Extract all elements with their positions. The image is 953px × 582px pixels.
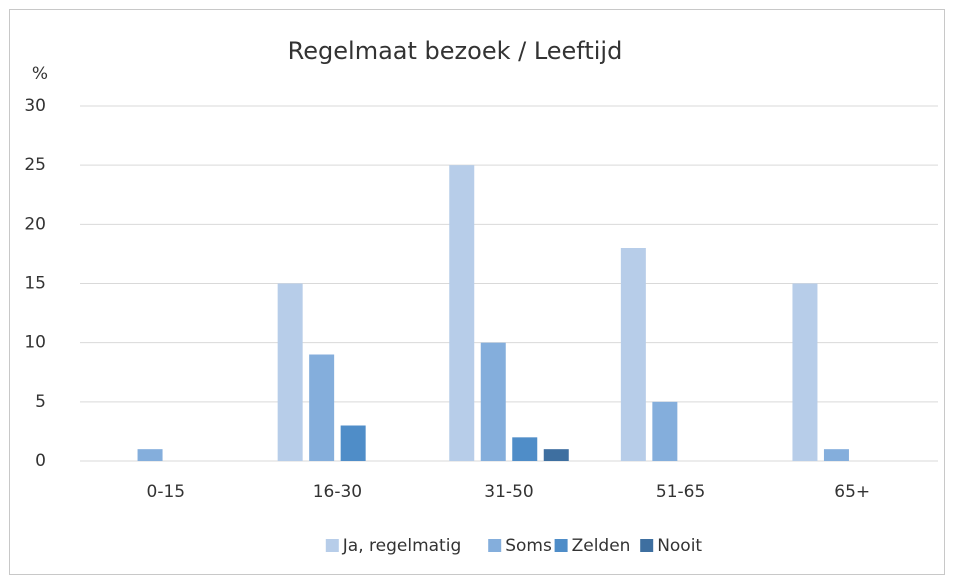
bar [823,449,849,461]
legend-label: Ja, regelmatig [342,536,461,556]
bar [480,342,506,461]
y-axis-label: % [32,64,48,84]
bar [137,449,163,461]
bar [543,449,569,461]
y-tick-label: 10 [24,333,46,353]
legend-swatch [488,539,502,552]
legend-label: Zelden [572,536,631,556]
bar [792,283,818,461]
bar [512,437,538,461]
chart-title: Regelmaat bezoek / Leeftijd [288,37,623,65]
bar [449,165,475,461]
legend-label: Nooit [657,536,702,556]
chart-frame [9,9,945,575]
y-tick-label: 5 [35,392,46,412]
y-tick-label: 0 [35,451,46,471]
x-tick-label: 51-65 [656,482,705,502]
legend-swatch [640,539,654,552]
legend-swatch [325,539,339,552]
bar [309,354,335,461]
bar [340,425,366,461]
x-tick-label: 65+ [834,482,870,502]
x-tick-label: 31-50 [484,482,533,502]
y-tick-label: 30 [24,96,46,116]
x-tick-label: 0-15 [147,482,186,502]
bar [620,248,646,461]
legend-label: Soms [505,536,552,556]
bar [277,283,303,461]
bar [652,401,678,461]
y-tick-label: 15 [24,274,46,294]
legend-swatch [554,539,568,552]
y-tick-label: 25 [24,155,46,175]
x-tick-label: 16-30 [313,482,362,502]
y-tick-label: 20 [24,214,46,234]
